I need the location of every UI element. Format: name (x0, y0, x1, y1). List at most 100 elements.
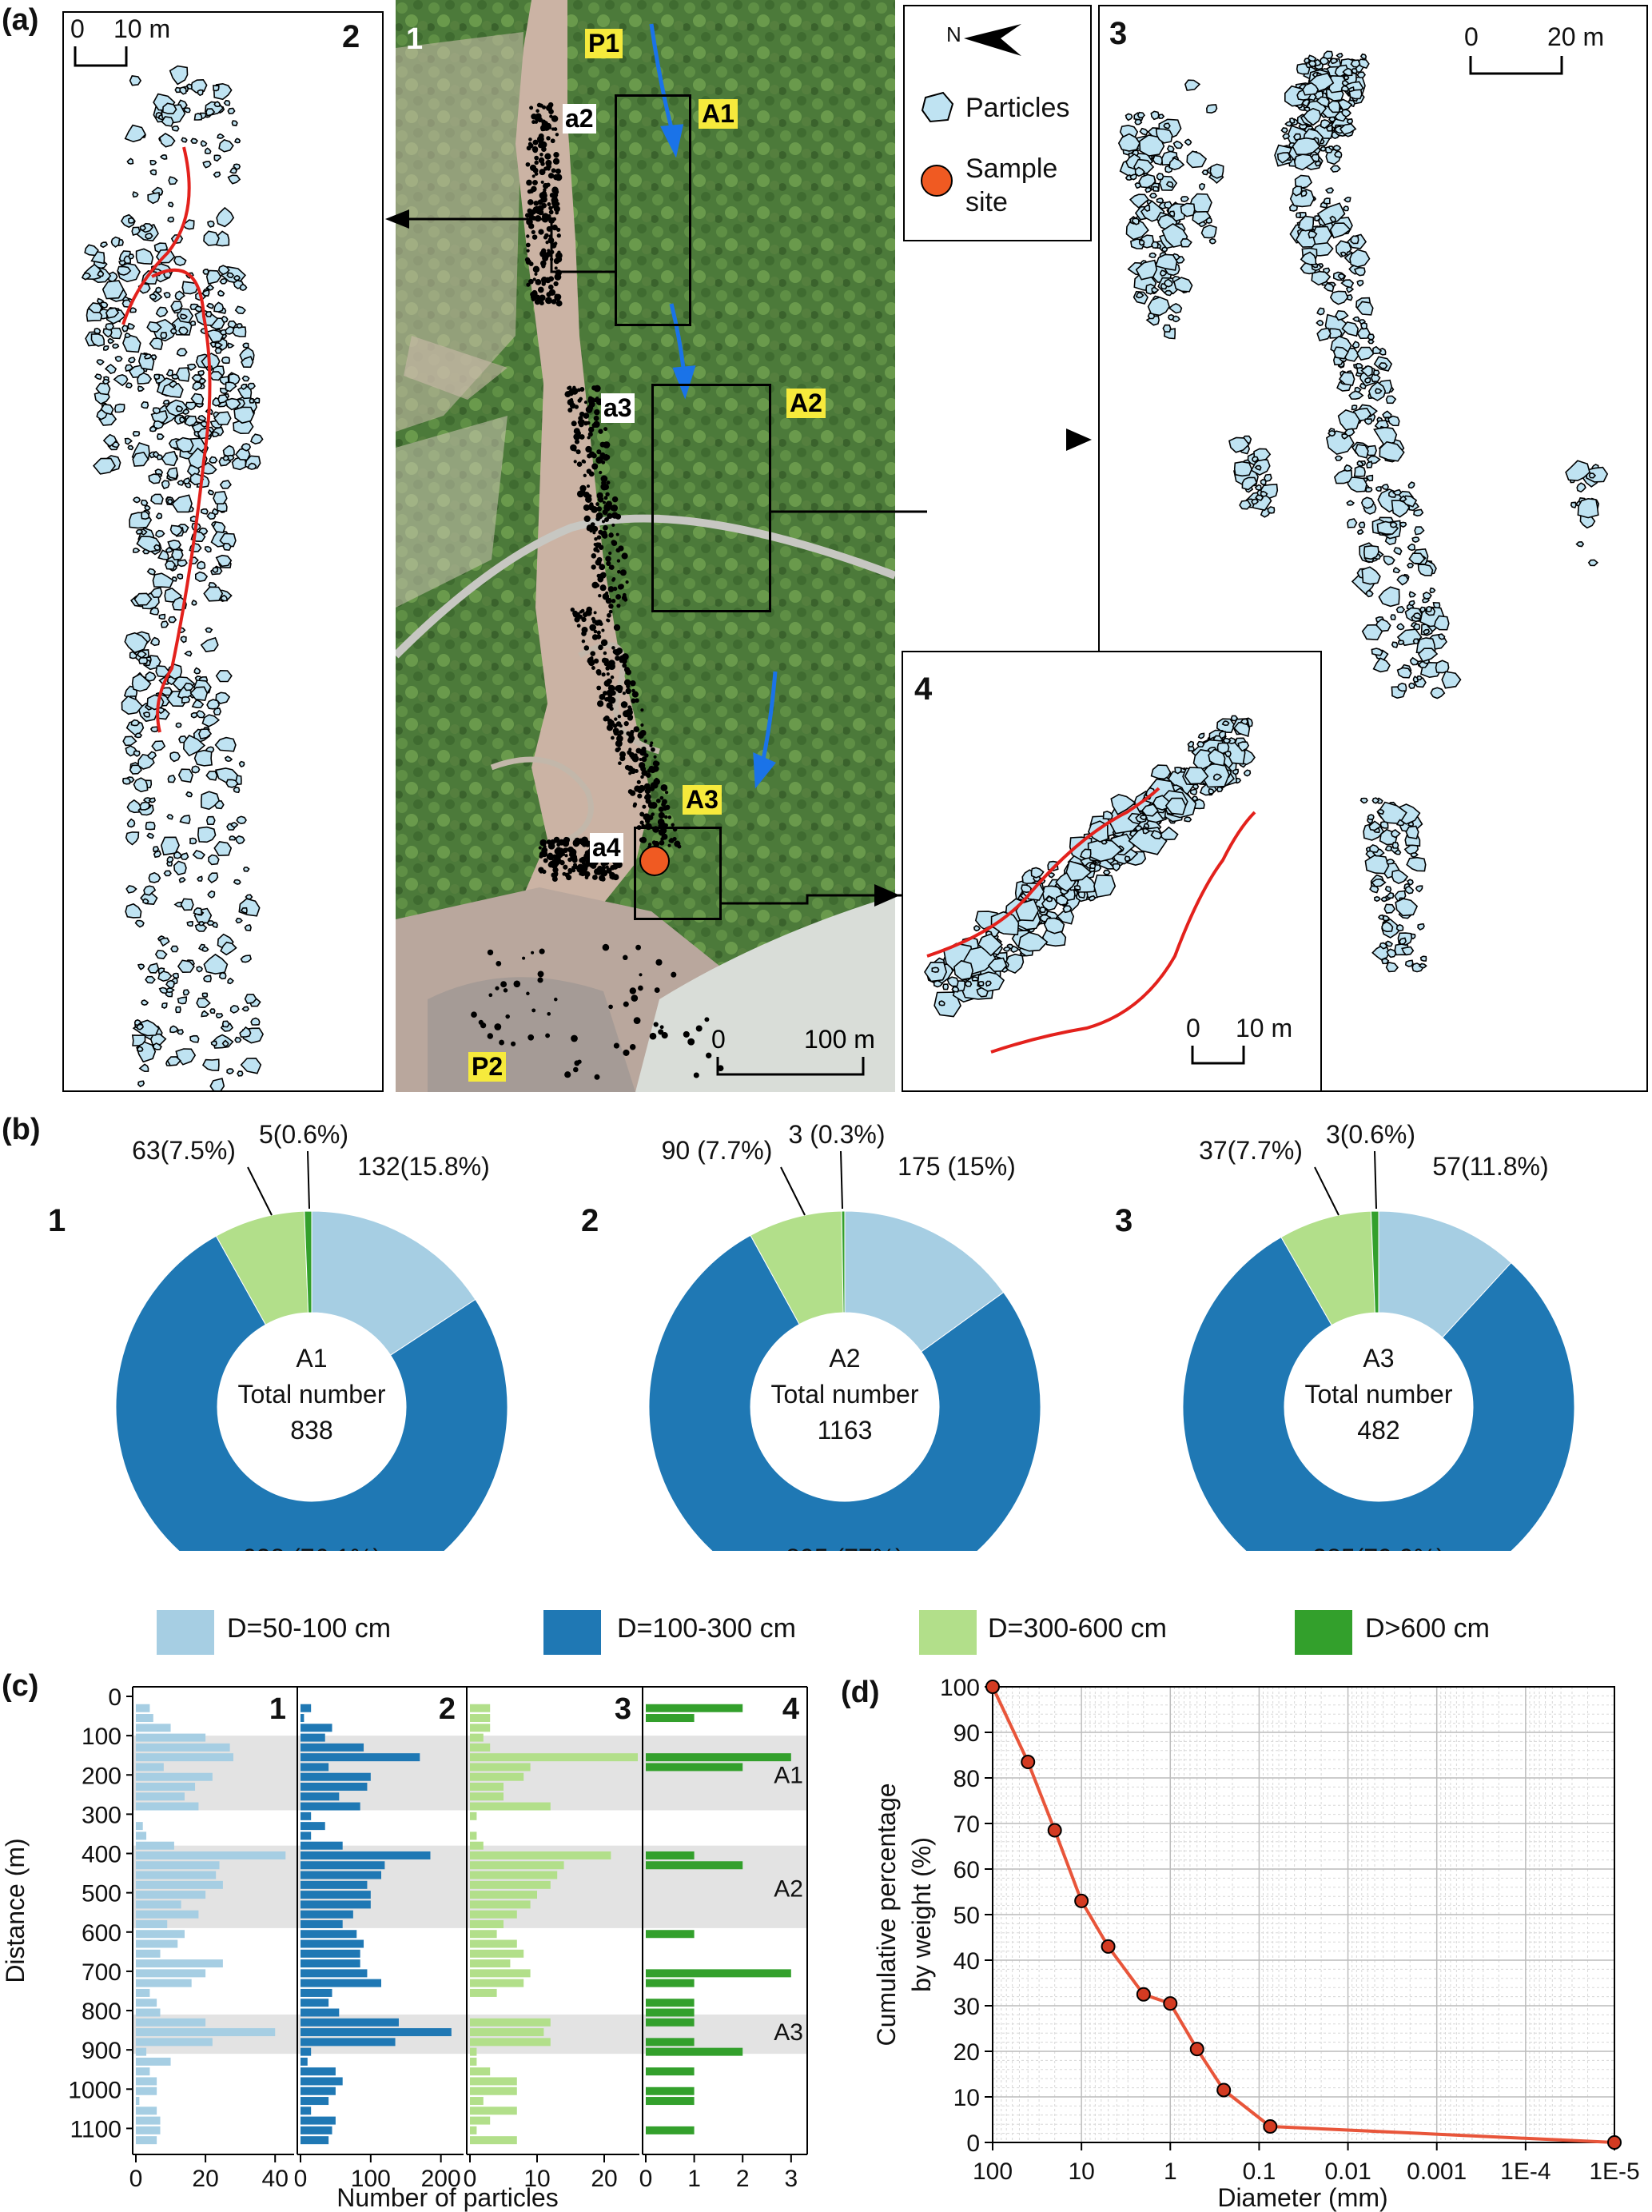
debris-dot (583, 645, 590, 651)
particle-outline (1294, 174, 1313, 189)
debris-dot (595, 559, 602, 566)
debris-dot (609, 564, 615, 570)
particle-outline (137, 656, 149, 664)
particle-outline (210, 1040, 217, 1046)
particle-outline (219, 480, 232, 489)
zone-label: A2 (774, 1876, 803, 1903)
particle-outline (201, 946, 209, 952)
particle-outline (964, 980, 973, 987)
debris-dot (674, 840, 681, 847)
debris-dot (560, 851, 566, 857)
particle-outline (190, 393, 205, 405)
particle-outline (126, 157, 134, 165)
histogram-bar (470, 1763, 531, 1772)
debris-dot (605, 492, 610, 497)
debris-dot (602, 500, 606, 504)
particle-outline (131, 673, 152, 692)
particle-outline (1232, 768, 1240, 775)
particle-outline (236, 323, 243, 329)
debris-dot (488, 993, 493, 998)
histogram-bar (470, 1792, 504, 1801)
histogram-bar (136, 1733, 206, 1742)
particle-outline (241, 375, 250, 382)
particle-outline (155, 512, 163, 520)
grain-size-curve: 100 10 1 0.1 0.01 0.001 1E-4 1E-5 0 10 20 30 40 50 60 7… (872, 1675, 1640, 2212)
debris-dot (547, 842, 555, 850)
x-tick-label: 0 (294, 2166, 308, 2192)
particle-outline (942, 983, 949, 990)
particle-outline (143, 353, 153, 360)
particle-outline (102, 378, 110, 385)
particle-outline (117, 265, 132, 276)
particle-outline (1376, 808, 1385, 815)
particle-outline (168, 616, 177, 624)
particle-outline (1392, 567, 1401, 574)
particle-outline (1324, 187, 1335, 194)
particle-outline (169, 65, 189, 86)
debris-dot (597, 866, 603, 871)
particle-outline (221, 1039, 229, 1047)
histogram-bar (301, 1880, 368, 1889)
particle-outline (213, 101, 221, 108)
histogram-bar (136, 1959, 223, 1968)
debris-dot (550, 277, 554, 281)
debris-dot (591, 564, 596, 570)
particle-outline (127, 444, 134, 451)
particle-outline (938, 1000, 945, 1006)
particle-outline (218, 139, 234, 153)
particle-outline (208, 854, 220, 866)
particle-outline (1404, 959, 1414, 967)
debris-dot (534, 299, 540, 305)
particle-outline (148, 871, 161, 883)
debris-dot (552, 157, 560, 165)
particle-outline (987, 957, 1008, 973)
debris-dot (591, 634, 599, 640)
particle-outline (1396, 682, 1407, 692)
particle-outline (134, 732, 143, 739)
particle-outline (238, 760, 245, 768)
histogram-bar (470, 2077, 517, 2086)
debris-dot (580, 419, 585, 424)
particle-outline (239, 283, 248, 292)
debris-dot (579, 867, 583, 871)
debris-dot (583, 420, 589, 426)
particle-outline (148, 473, 161, 484)
legend-swatch-600 (1295, 1610, 1352, 1655)
particle-outline (1145, 283, 1157, 295)
debris-dot (499, 1039, 505, 1046)
particle-outline (209, 341, 217, 349)
debris-dot (531, 951, 535, 955)
histogram-bar (470, 1783, 504, 1791)
particle-outline (189, 686, 209, 701)
curve-marker (1163, 1996, 1178, 2011)
debris-dot (603, 516, 610, 523)
particle-outline (234, 1036, 242, 1043)
leader-line (307, 1150, 310, 1210)
debris-dot (554, 997, 558, 1002)
particle-outline (1395, 605, 1406, 614)
slice-label-100-300: 895 (77%) (786, 1544, 904, 1551)
donut-center-caption: Total number (1305, 1380, 1453, 1409)
particle-outline (227, 977, 234, 985)
particle-outline (158, 986, 169, 994)
debris-dot (627, 789, 633, 795)
particle-outline (1172, 140, 1184, 149)
particle-outline (243, 867, 250, 872)
photo-scale-bar (716, 1057, 865, 1076)
particle-outline (138, 1063, 149, 1073)
debris-dot (650, 741, 654, 745)
particle-outline (1102, 869, 1111, 875)
x-tick-label: 2 (736, 2166, 750, 2192)
particle-outline (1391, 641, 1399, 648)
particle-outline (235, 835, 245, 845)
legend-particles-label: Particles (965, 93, 1070, 123)
zone-label: A3 (774, 2019, 803, 2046)
particle-outline (1384, 886, 1392, 893)
debris-dot (661, 1032, 668, 1039)
histogram-bar (470, 2136, 517, 2145)
particle-outline (1412, 638, 1419, 644)
scale-label-4: 10 m (1236, 1014, 1293, 1042)
debris-dot (564, 391, 571, 398)
particle-outline (100, 301, 109, 309)
particle-outline (161, 480, 170, 490)
